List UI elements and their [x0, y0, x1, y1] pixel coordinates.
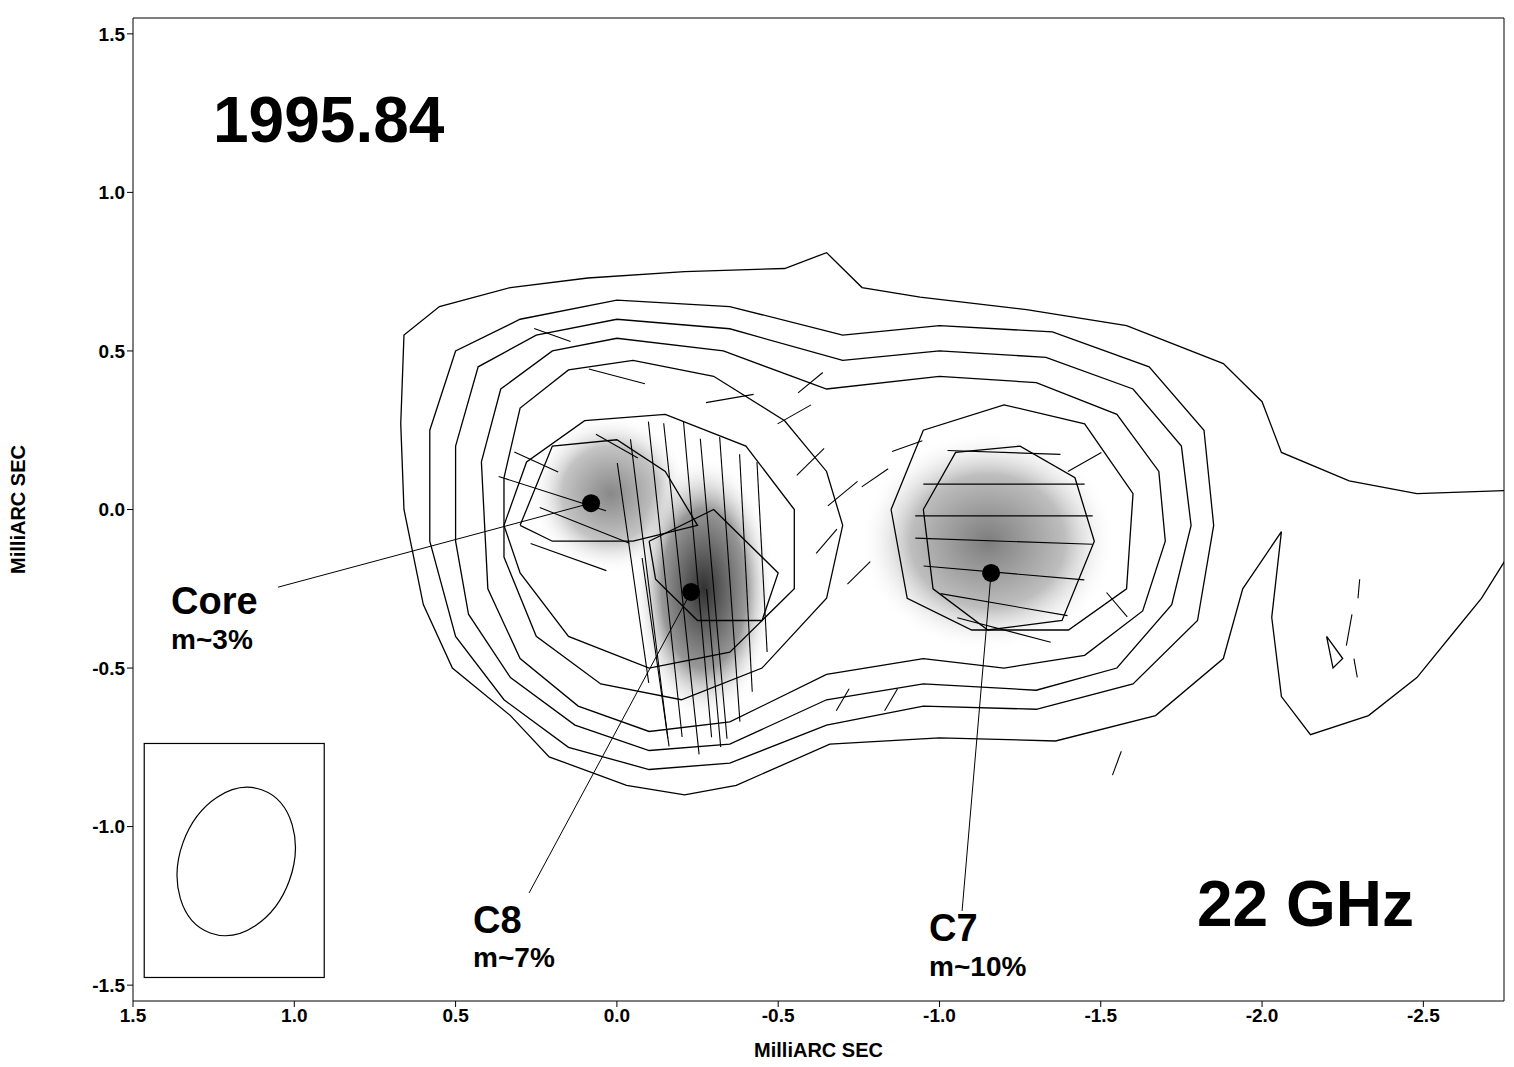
svg-text:MilliARC SEC: MilliARC SEC [7, 445, 29, 574]
html-text:1995.84: 1995.84 [213, 84, 445, 156]
svg-text:C8: C8 [473, 899, 522, 941]
svg-text:1.0: 1.0 [281, 1005, 307, 1026]
svg-text:-2.0: -2.0 [1246, 1005, 1279, 1026]
svg-text:1.5: 1.5 [99, 24, 126, 45]
svg-text:0.5: 0.5 [99, 341, 126, 362]
svg-text:-1.5: -1.5 [92, 975, 125, 996]
svg-text:0.5: 0.5 [442, 1005, 469, 1026]
svg-text:-1.0: -1.0 [92, 816, 125, 837]
svg-text:0.0: 0.0 [604, 1005, 630, 1026]
svg-text:-1.0: -1.0 [923, 1005, 956, 1026]
svg-text:Core: Core [171, 580, 258, 622]
html-text:22 GHz: 22 GHz [1197, 868, 1414, 940]
svg-text:-0.5: -0.5 [762, 1005, 795, 1026]
svg-text:C7: C7 [929, 907, 978, 949]
svg-text:m~10%: m~10% [929, 951, 1026, 982]
svg-text:-2.5: -2.5 [1407, 1005, 1440, 1026]
svg-text:-0.5: -0.5 [92, 658, 125, 679]
svg-text:MilliARC SEC: MilliARC SEC [754, 1039, 883, 1061]
svg-text:1.0: 1.0 [99, 182, 125, 203]
svg-text:m~7%: m~7% [473, 942, 555, 973]
svg-text:1.5: 1.5 [120, 1005, 147, 1026]
svg-text:m~3%: m~3% [171, 624, 253, 655]
svg-text:-1.5: -1.5 [1084, 1005, 1117, 1026]
svg-text:0.0: 0.0 [99, 499, 125, 520]
